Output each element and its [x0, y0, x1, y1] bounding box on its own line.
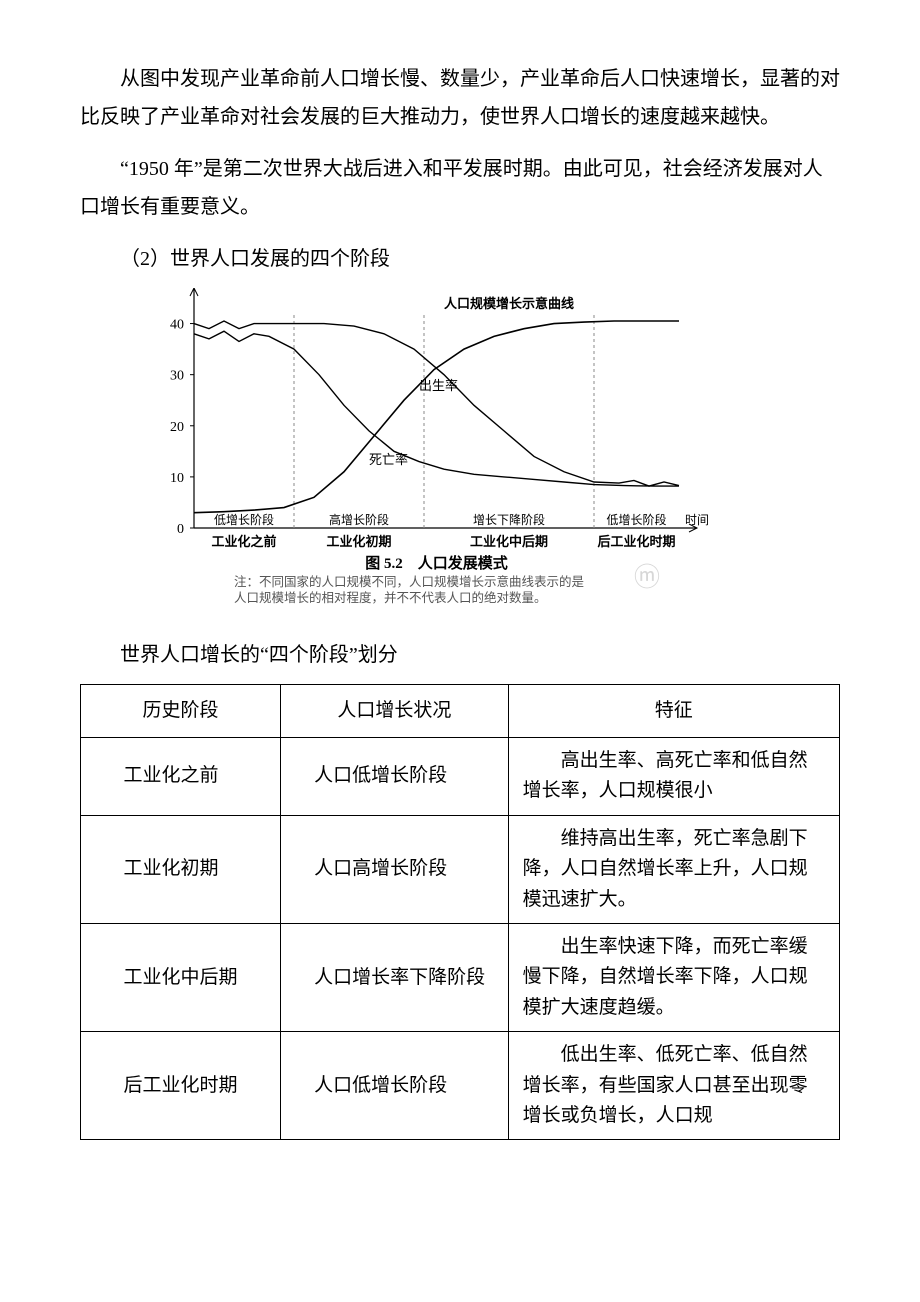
cell-stage: 工业化之前 [81, 738, 281, 816]
svg-text:死亡率: 死亡率 [369, 452, 408, 467]
cell-feature: 高出生率、高死亡率和低自然增长率，人口规模很小 [508, 738, 839, 816]
stages-table: 历史阶段 人口增长状况 特征 工业化之前 人口低增长阶段 高出生率、高死亡率和低… [80, 684, 840, 1140]
cell-growth: 人口增长率下降阶段 [281, 924, 508, 1032]
table-header-row: 历史阶段 人口增长状况 特征 [81, 685, 840, 738]
cell-stage: 工业化初期 [81, 815, 281, 923]
svg-text:30: 30 [170, 369, 184, 384]
svg-text:出生率: 出生率 [419, 378, 458, 393]
svg-text:工业化之前: 工业化之前 [211, 534, 276, 549]
table-title: 世界人口增长的“四个阶段”划分 [80, 636, 840, 674]
svg-text:人口规模增长的相对程度，并不不代表人口的绝对数量。: 人口规模增长的相对程度，并不不代表人口的绝对数量。 [234, 590, 547, 605]
cell-growth: 人口高增长阶段 [281, 815, 508, 923]
population-chart: (‰)010203040人口规模增长示意曲线出生率死亡率低增长阶段工业化之前高增… [140, 288, 840, 618]
table-row: 工业化初期 人口高增长阶段 维持高出生率，死亡率急剧下降，人口自然增长率上升，人… [81, 815, 840, 923]
chart-svg: (‰)010203040人口规模增长示意曲线出生率死亡率低增长阶段工业化之前高增… [140, 288, 740, 618]
svg-text:人口规模增长示意曲线: 人口规模增长示意曲线 [444, 296, 574, 311]
svg-text:20: 20 [170, 420, 184, 435]
th-feature: 特征 [508, 685, 839, 738]
svg-text:10: 10 [170, 471, 184, 486]
cell-stage: 后工业化时期 [81, 1032, 281, 1140]
cell-feature: 低出生率、低死亡率、低自然增长率，有些国家人口甚至出现零增长或负增长，人口规 [508, 1032, 839, 1140]
svg-text:图 5.2 人口发展模式: 图 5.2 人口发展模式 [365, 554, 508, 572]
svg-text:低增长阶段: 低增长阶段 [214, 512, 274, 527]
table-row: 后工业化时期 人口低增长阶段 低出生率、低死亡率、低自然增长率，有些国家人口甚至… [81, 1032, 840, 1140]
cell-stage: 工业化中后期 [81, 924, 281, 1032]
paragraph-2: “1950 年”是第二次世界大战后进入和平发展时期。由此可见，社会经济发展对人口… [80, 150, 840, 226]
svg-text:注：不同国家的人口规模不同，人口规模增长示意曲线表示的是: 注：不同国家的人口规模不同，人口规模增长示意曲线表示的是 [234, 574, 585, 589]
svg-text:工业化中后期: 工业化中后期 [470, 534, 548, 549]
table-row: 工业化之前 人口低增长阶段 高出生率、高死亡率和低自然增长率，人口规模很小 [81, 738, 840, 816]
table-row: 工业化中后期 人口增长率下降阶段 出生率快速下降，而死亡率缓慢下降，自然增长率下… [81, 924, 840, 1032]
cell-growth: 人口低增长阶段 [281, 738, 508, 816]
svg-text:40: 40 [170, 318, 184, 333]
paragraph-1: 从图中发现产业革命前人口增长慢、数量少，产业革命后人口快速增长，显著的对比反映了… [80, 60, 840, 136]
svg-text:低增长阶段: 低增长阶段 [606, 512, 666, 527]
cell-growth: 人口低增长阶段 [281, 1032, 508, 1140]
svg-text:高增长阶段: 高增长阶段 [329, 512, 389, 527]
cell-feature: 出生率快速下降，而死亡率缓慢下降，自然增长率下降，人口规模扩大速度趋缓。 [508, 924, 839, 1032]
svg-text:增长下降阶段: 增长下降阶段 [473, 512, 545, 527]
svg-text:后工业化时期: 后工业化时期 [597, 534, 675, 549]
cell-feature: 维持高出生率，死亡率急剧下降，人口自然增长率上升，人口规模迅速扩大。 [508, 815, 839, 923]
paragraph-3: （2）世界人口发展的四个阶段 [80, 240, 840, 278]
th-growth: 人口增长状况 [281, 685, 508, 738]
th-stage: 历史阶段 [81, 685, 281, 738]
svg-text:ⓜ: ⓜ [634, 562, 660, 592]
svg-text:工业化初期: 工业化初期 [326, 534, 391, 549]
svg-text:时间: 时间 [685, 513, 709, 527]
svg-text:0: 0 [177, 522, 184, 537]
